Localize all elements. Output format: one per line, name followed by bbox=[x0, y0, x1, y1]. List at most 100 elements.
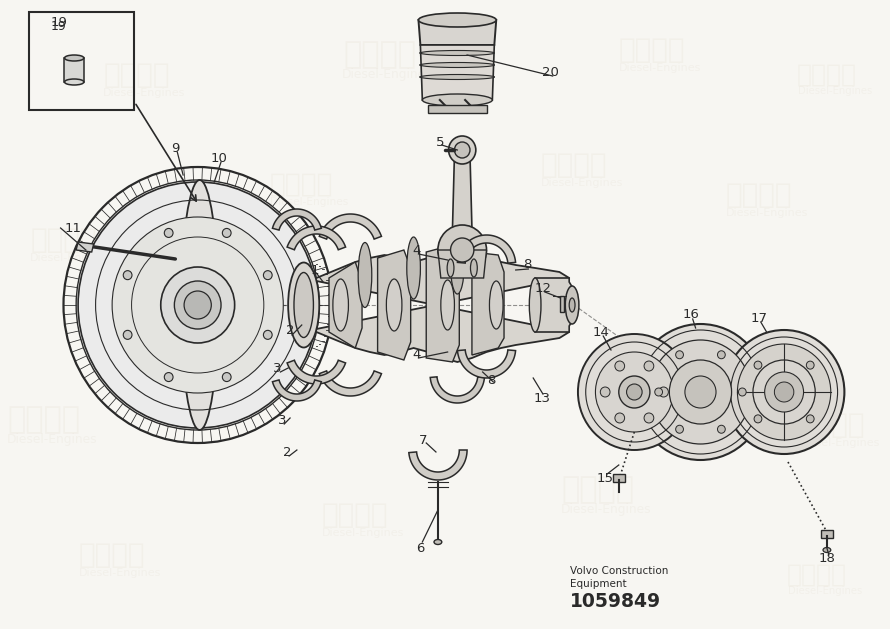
Circle shape bbox=[806, 415, 814, 423]
Text: 紫发动力: 紫发动力 bbox=[787, 563, 847, 587]
Ellipse shape bbox=[358, 243, 372, 308]
Circle shape bbox=[635, 324, 766, 460]
Text: 15: 15 bbox=[596, 472, 614, 484]
Text: Diesel-Engines: Diesel-Engines bbox=[410, 338, 501, 352]
Text: 紫发动力: 紫发动力 bbox=[343, 40, 416, 69]
Circle shape bbox=[174, 281, 221, 329]
Polygon shape bbox=[561, 296, 564, 312]
Polygon shape bbox=[287, 360, 345, 384]
Circle shape bbox=[184, 291, 211, 319]
Circle shape bbox=[78, 182, 318, 428]
Circle shape bbox=[717, 351, 725, 359]
Polygon shape bbox=[613, 474, 625, 482]
Ellipse shape bbox=[449, 136, 476, 164]
Text: Diesel-Engines: Diesel-Engines bbox=[662, 368, 745, 378]
Circle shape bbox=[659, 387, 668, 397]
Ellipse shape bbox=[570, 298, 575, 312]
Circle shape bbox=[263, 330, 272, 340]
Text: 9: 9 bbox=[171, 142, 180, 155]
Text: 18: 18 bbox=[819, 552, 836, 564]
Circle shape bbox=[165, 372, 173, 382]
Circle shape bbox=[754, 415, 762, 423]
Text: 14: 14 bbox=[593, 325, 610, 338]
Circle shape bbox=[161, 267, 235, 343]
Circle shape bbox=[644, 361, 654, 371]
Ellipse shape bbox=[333, 279, 348, 331]
Text: 10: 10 bbox=[211, 152, 228, 165]
Polygon shape bbox=[418, 20, 497, 45]
Polygon shape bbox=[272, 380, 321, 401]
Text: Diesel-Engines: Diesel-Engines bbox=[78, 568, 161, 578]
Ellipse shape bbox=[434, 540, 441, 545]
Text: Diesel-Engines: Diesel-Engines bbox=[540, 178, 623, 188]
Text: 17: 17 bbox=[750, 311, 767, 325]
Circle shape bbox=[578, 334, 691, 450]
Circle shape bbox=[627, 384, 642, 400]
Circle shape bbox=[619, 376, 650, 408]
Polygon shape bbox=[457, 235, 515, 263]
Text: 紫发动力: 紫发动力 bbox=[7, 406, 81, 435]
Polygon shape bbox=[272, 209, 321, 230]
Text: 3: 3 bbox=[273, 362, 282, 374]
Text: Diesel-Engines: Diesel-Engines bbox=[561, 503, 651, 516]
Polygon shape bbox=[430, 377, 484, 403]
Text: 3: 3 bbox=[278, 413, 287, 426]
Ellipse shape bbox=[386, 279, 402, 331]
Text: 紫发动力: 紫发动力 bbox=[541, 151, 607, 179]
Ellipse shape bbox=[420, 62, 494, 67]
Text: 紫发动力: 紫发动力 bbox=[103, 61, 170, 89]
Text: 2: 2 bbox=[286, 323, 295, 337]
Text: Diesel-Engines: Diesel-Engines bbox=[6, 433, 97, 447]
Circle shape bbox=[165, 228, 173, 237]
Ellipse shape bbox=[407, 237, 420, 299]
Text: 6: 6 bbox=[417, 542, 425, 555]
Text: 1: 1 bbox=[310, 264, 319, 277]
Text: Diesel-Engines: Diesel-Engines bbox=[342, 69, 433, 81]
Text: 1059849: 1059849 bbox=[570, 592, 661, 611]
Ellipse shape bbox=[420, 50, 494, 55]
Ellipse shape bbox=[565, 286, 578, 324]
Circle shape bbox=[123, 270, 132, 280]
Polygon shape bbox=[821, 530, 833, 538]
Circle shape bbox=[669, 360, 732, 424]
Text: 11: 11 bbox=[65, 221, 82, 235]
Ellipse shape bbox=[450, 238, 473, 262]
Circle shape bbox=[222, 228, 231, 237]
Circle shape bbox=[595, 352, 673, 432]
Text: 紫发动力: 紫发动力 bbox=[798, 411, 865, 439]
Polygon shape bbox=[409, 450, 467, 480]
Text: 8: 8 bbox=[523, 259, 531, 272]
Polygon shape bbox=[312, 248, 570, 362]
Text: 19: 19 bbox=[51, 19, 67, 33]
Circle shape bbox=[724, 330, 845, 454]
Polygon shape bbox=[320, 371, 382, 396]
Text: 紫发动力: 紫发动力 bbox=[322, 501, 389, 529]
Circle shape bbox=[644, 413, 654, 423]
Circle shape bbox=[739, 388, 746, 396]
Polygon shape bbox=[377, 250, 410, 360]
Ellipse shape bbox=[294, 272, 313, 338]
Circle shape bbox=[774, 382, 794, 402]
Text: Diesel-Engines: Diesel-Engines bbox=[176, 398, 258, 408]
Text: 紫发动力: 紫发动力 bbox=[562, 476, 635, 504]
Circle shape bbox=[717, 425, 725, 433]
Text: 紫发动力: 紫发动力 bbox=[797, 63, 857, 87]
Text: Diesel-Engines: Diesel-Engines bbox=[797, 86, 872, 96]
Text: Diesel-Engines: Diesel-Engines bbox=[798, 438, 881, 448]
Circle shape bbox=[112, 217, 283, 393]
Polygon shape bbox=[428, 105, 487, 113]
Text: 紫发动力: 紫发动力 bbox=[176, 371, 243, 399]
Text: 16: 16 bbox=[683, 308, 700, 321]
Text: 8: 8 bbox=[487, 374, 496, 386]
Text: Diesel-Engines: Diesel-Engines bbox=[103, 88, 185, 98]
Ellipse shape bbox=[530, 278, 541, 332]
Polygon shape bbox=[329, 262, 362, 348]
Circle shape bbox=[263, 270, 272, 280]
Text: 紫发动力: 紫发动力 bbox=[79, 541, 145, 569]
Ellipse shape bbox=[420, 74, 494, 79]
Polygon shape bbox=[420, 45, 494, 100]
Text: Diesel-Engines: Diesel-Engines bbox=[30, 253, 112, 263]
Circle shape bbox=[676, 351, 684, 359]
Ellipse shape bbox=[288, 262, 320, 347]
Polygon shape bbox=[77, 242, 93, 252]
